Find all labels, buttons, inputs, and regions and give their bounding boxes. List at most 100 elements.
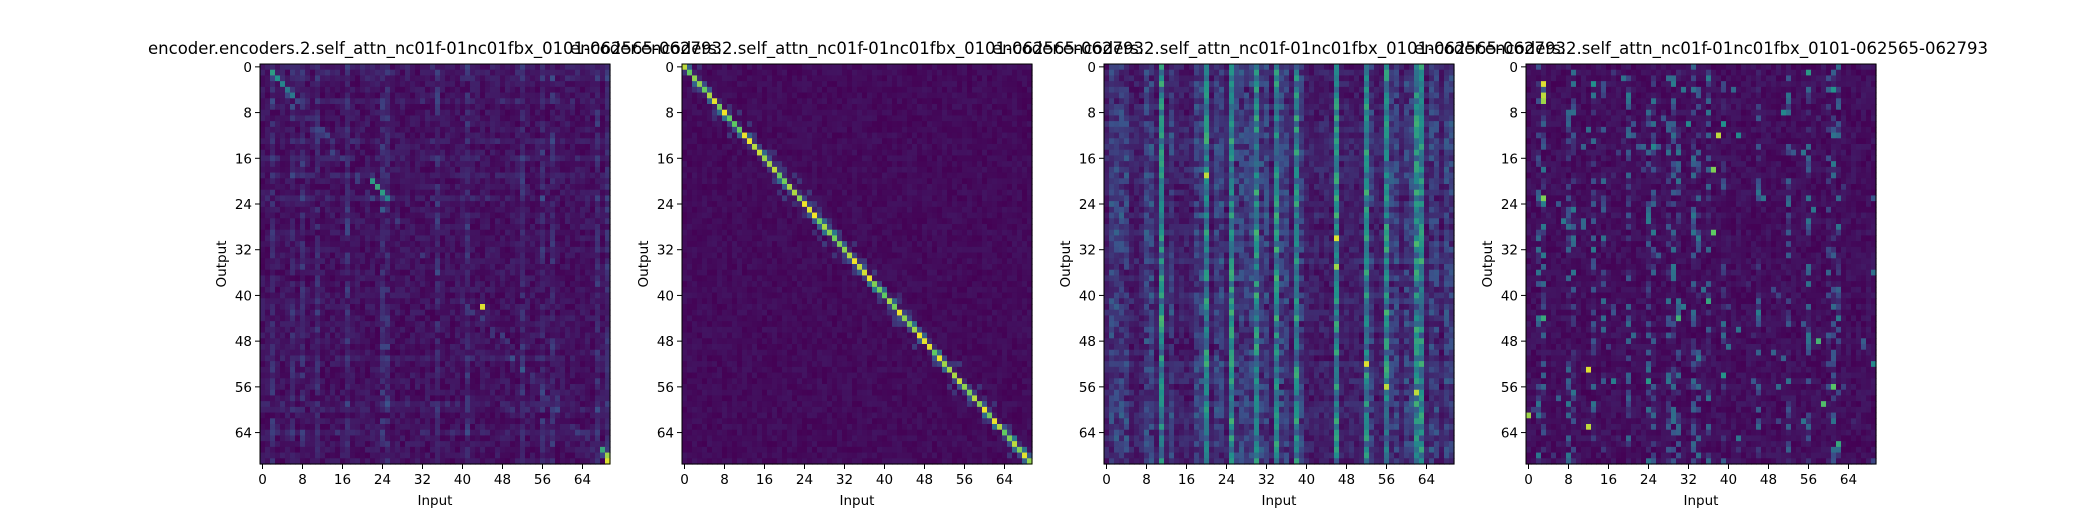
heatmap-cell: [545, 361, 551, 368]
heatmap-cell: [515, 452, 521, 459]
heatmap-cell: [545, 189, 551, 197]
heatmap-cell: [290, 81, 296, 88]
heatmap-cell: [355, 366, 361, 374]
heatmap-cell: [570, 126, 576, 134]
heatmap-cell: [285, 418, 291, 425]
heatmap-cell: [500, 195, 506, 202]
heatmap-cell: [355, 441, 361, 448]
heatmap-cell: [400, 138, 406, 145]
heatmap-cell: [545, 258, 551, 265]
heatmap-cell: [400, 401, 406, 408]
heatmap-cell: [340, 212, 346, 219]
heatmap-cell: [595, 201, 601, 208]
heatmap-cell: [595, 75, 601, 82]
heatmap-cell: [275, 75, 281, 82]
heatmap-cell: [270, 229, 276, 237]
heatmap-cell: [325, 206, 331, 214]
heatmap-cell: [595, 252, 601, 259]
heatmap-cell: [460, 235, 466, 242]
heatmap-cell: [515, 372, 521, 379]
heatmap-cell: [535, 366, 541, 374]
heatmap-cell: [510, 321, 516, 328]
heatmap-cell: [365, 372, 371, 379]
heatmap-cell: [320, 252, 326, 259]
heatmap-cell: [380, 229, 386, 237]
heatmap-cell: [415, 212, 421, 219]
heatmap-cell: [480, 418, 486, 425]
heatmap-cell: [515, 378, 521, 385]
heatmap-cell: [290, 126, 296, 134]
heatmap-cell: [455, 424, 461, 431]
heatmap-cell: [575, 235, 581, 242]
heatmap-cell: [315, 309, 321, 317]
heatmap-cell: [520, 224, 526, 231]
heatmap-cell: [430, 252, 436, 259]
heatmap-cell: [530, 195, 536, 202]
heatmap-cell: [590, 372, 596, 379]
heatmap-cell: [270, 372, 276, 379]
heatmap-cell: [565, 86, 571, 94]
heatmap-cell: [370, 326, 376, 334]
heatmap-cell: [305, 326, 311, 334]
heatmap-cell: [310, 458, 316, 465]
heatmap-cell: [370, 229, 376, 237]
heatmap-cell: [455, 446, 461, 454]
heatmap-cell: [275, 241, 281, 248]
heatmap-cell: [565, 92, 571, 99]
heatmap-cell: [500, 344, 506, 351]
heatmap-cell: [260, 241, 266, 248]
heatmap-cell: [590, 241, 596, 248]
heatmap-cell: [585, 264, 591, 271]
heatmap-cell: [310, 92, 316, 99]
heatmap-cell: [355, 269, 361, 277]
heatmap-cell: [425, 458, 431, 465]
heatmap-cell: [275, 184, 281, 191]
heatmap-cell: [380, 172, 386, 179]
heatmap-cell: [390, 98, 396, 105]
heatmap-cell: [400, 115, 406, 122]
heatmap-cell: [470, 75, 476, 82]
heatmap-cell: [430, 206, 436, 214]
heatmap-cell: [575, 132, 581, 139]
heatmap-cell: [305, 184, 311, 191]
heatmap-cell: [365, 258, 371, 265]
heatmap-cell: [295, 366, 301, 374]
heatmap-cell: [280, 281, 286, 288]
heatmap-cell: [370, 275, 376, 282]
heatmap-cell: [280, 75, 286, 82]
heatmap-cell: [400, 69, 406, 77]
heatmap-cell: [375, 401, 381, 408]
heatmap-cell: [265, 184, 271, 191]
heatmap-cell: [530, 269, 536, 277]
heatmap-cell: [410, 332, 416, 339]
heatmap-cell: [390, 264, 396, 271]
heatmap-cell: [540, 86, 546, 94]
heatmap-cell: [260, 298, 266, 305]
heatmap-cell: [370, 349, 376, 357]
heatmap-cell: [355, 361, 361, 368]
heatmap-cell: [540, 452, 546, 459]
heatmap-cell: [455, 326, 461, 334]
heatmap-cell: [520, 441, 526, 448]
heatmap-cell: [345, 161, 351, 168]
heatmap-cell: [590, 292, 596, 299]
heatmap-cell: [812, 64, 818, 71]
heatmap-cell: [305, 355, 311, 362]
heatmap-cell: [530, 395, 536, 402]
heatmap-cell: [330, 132, 336, 139]
heatmap-cell: [330, 424, 336, 431]
heatmap-cell: [315, 269, 321, 277]
heatmap-cell: [560, 332, 566, 339]
heatmap-cell: [505, 389, 511, 397]
heatmap-cell: [415, 355, 421, 362]
heatmap-cell: [475, 429, 481, 437]
heatmap-cell: [555, 349, 561, 357]
heatmap-cell: [310, 126, 316, 134]
heatmap-cell: [540, 246, 546, 254]
heatmap-cell: [365, 195, 371, 202]
heatmap-cell: [315, 446, 321, 454]
heatmap-cell: [380, 361, 386, 368]
heatmap-cell: [395, 326, 401, 334]
heatmap-cell: [540, 349, 546, 357]
heatmap-cell: [440, 395, 446, 402]
